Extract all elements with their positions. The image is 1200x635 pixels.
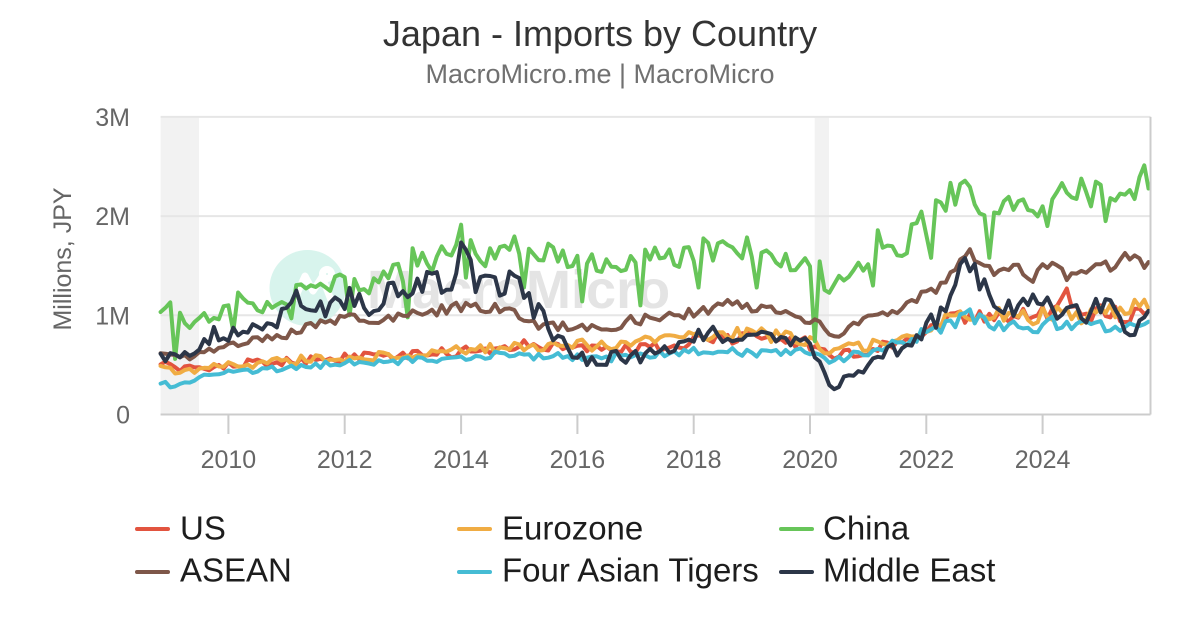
svg-text:3M: 3M — [95, 104, 130, 132]
svg-text:2010: 2010 — [201, 446, 257, 474]
svg-text:0: 0 — [116, 402, 130, 430]
svg-text:2014: 2014 — [433, 446, 489, 474]
svg-text:2M: 2M — [95, 203, 130, 231]
svg-text:Four Asian Tigers: Four Asian Tigers — [502, 552, 759, 589]
svg-text:2020: 2020 — [782, 446, 838, 474]
svg-text:Middle East: Middle East — [823, 552, 995, 589]
svg-text:2016: 2016 — [550, 446, 606, 474]
svg-text:Eurozone: Eurozone — [502, 510, 643, 547]
svg-text:Japan - Imports by Country: Japan - Imports by Country — [383, 13, 817, 54]
svg-text:2024: 2024 — [1015, 446, 1071, 474]
svg-text:2012: 2012 — [317, 446, 373, 474]
svg-text:MacroMicro.me | MacroMicro: MacroMicro.me | MacroMicro — [425, 59, 774, 89]
svg-text:China: China — [823, 510, 910, 547]
svg-text:ASEAN: ASEAN — [180, 552, 292, 589]
svg-text:2018: 2018 — [666, 446, 722, 474]
svg-text:Millions, JPY: Millions, JPY — [49, 187, 77, 330]
svg-text:US: US — [180, 510, 226, 547]
svg-text:1M: 1M — [95, 302, 130, 330]
svg-text:2022: 2022 — [898, 446, 954, 474]
